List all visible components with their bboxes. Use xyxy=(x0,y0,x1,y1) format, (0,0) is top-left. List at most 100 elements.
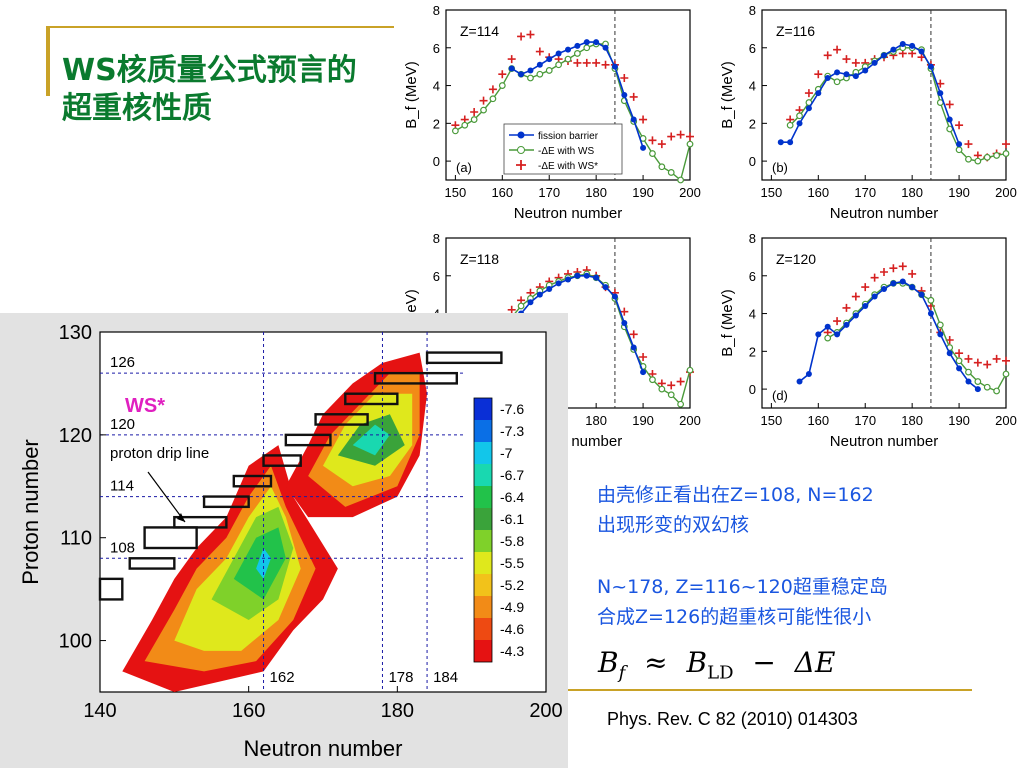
ws-star-point xyxy=(629,92,638,101)
fission-point xyxy=(927,310,934,317)
ws-point xyxy=(677,400,685,408)
x-tick-label: 180 xyxy=(585,413,607,428)
y-tick-label: 6 xyxy=(433,41,440,56)
fission-point xyxy=(518,71,525,78)
magic-z-label: 126 xyxy=(110,354,135,371)
fission-point xyxy=(536,291,543,298)
colorbar-segment xyxy=(474,552,492,574)
ws-star-point xyxy=(601,60,610,69)
ws-point xyxy=(993,152,1001,159)
colorbar-label: -5.2 xyxy=(500,577,524,593)
ws-star-point xyxy=(804,89,813,98)
drip-line-box xyxy=(314,413,369,426)
fission-point xyxy=(796,378,803,385)
ws-star-point xyxy=(908,269,917,278)
ws-point xyxy=(658,163,666,171)
fission-point xyxy=(881,286,887,292)
ws-point xyxy=(993,387,1001,395)
fission-point xyxy=(787,139,794,146)
x-tick-label: 140 xyxy=(83,700,116,722)
fission-point xyxy=(899,41,906,47)
ws-point xyxy=(1002,370,1010,378)
colorbar-label: -4.9 xyxy=(500,599,524,615)
x-tick-label: 160 xyxy=(491,185,513,200)
x-tick-label: 200 xyxy=(995,413,1017,428)
formula-lhs-sub: f xyxy=(618,662,626,684)
x-tick-label: 180 xyxy=(901,185,923,200)
fission-point xyxy=(881,52,887,59)
fission-point xyxy=(927,63,934,70)
ws-star-point xyxy=(945,100,954,109)
ws-star-point xyxy=(955,349,964,358)
citation-text: Phys. Rev. C 82 (2010) 014303 xyxy=(607,709,858,729)
legend-marker xyxy=(517,131,525,139)
ws-point xyxy=(965,368,972,376)
ws-star-point xyxy=(686,132,694,141)
y-tick-label: 6 xyxy=(749,269,756,284)
fission-point xyxy=(574,42,581,49)
colorbar-label: -4.3 xyxy=(500,643,524,659)
title-underline xyxy=(46,26,394,28)
annotation-arrowhead xyxy=(177,513,185,522)
barrier-panel-4: 150 160 170 180 190 200 0 2 4 6 8 Neutron number B_f… xyxy=(719,231,1017,450)
y-axis-label: B_f (MeV) xyxy=(719,289,736,357)
formula-minus: − xyxy=(752,646,776,679)
colorbar-label: -7.3 xyxy=(500,423,524,439)
fission-point xyxy=(843,71,850,78)
magic-z-label: 120 xyxy=(110,416,135,433)
ws-star-point xyxy=(964,140,973,149)
x-tick-label: 180 xyxy=(381,700,414,722)
barrier-formula: Bf ≈ BLD − ΔE xyxy=(598,646,835,684)
formula-rhs: B xyxy=(686,646,708,679)
legend-entry: -ΔE with WS xyxy=(538,146,594,157)
colorbar-segment xyxy=(474,508,492,530)
y-axis-label: Proton number xyxy=(18,439,43,585)
fission-point xyxy=(852,312,859,319)
x-tick-label: 200 xyxy=(529,700,562,722)
y-tick-label: 0 xyxy=(749,154,756,169)
x-axis-label: Neutron number xyxy=(514,205,622,222)
drip-line-box xyxy=(128,557,176,570)
ws-point xyxy=(470,116,478,123)
x-tick-label: 190 xyxy=(632,413,654,428)
fission-point xyxy=(805,105,812,112)
ws-point xyxy=(946,125,954,133)
drip-line-annotation: proton drip line xyxy=(110,445,209,462)
fission-point xyxy=(796,120,803,127)
ws-point xyxy=(536,70,544,78)
colorbar-segment xyxy=(474,464,492,486)
ws-star-point xyxy=(676,377,685,386)
colorbar-label: -6.4 xyxy=(500,489,524,505)
colorbar-segment xyxy=(474,398,492,420)
drip-line-box xyxy=(373,371,458,385)
fission-point xyxy=(937,331,944,338)
drip-line-box xyxy=(98,577,124,601)
ws-star-point xyxy=(983,360,992,369)
y-tick-label: 120 xyxy=(59,425,92,447)
fission-point xyxy=(565,276,571,283)
fission-point xyxy=(909,284,916,291)
colorbar-label: -6.7 xyxy=(500,467,524,483)
colorbar-segment xyxy=(474,420,492,442)
note-magic-nucleus: 由壳修正看出在Z=108, N=162 出现形变的双幻核 xyxy=(597,480,1007,540)
ws-star-point xyxy=(814,70,823,79)
ws-star-point xyxy=(592,58,601,67)
formula-lhs: B xyxy=(598,646,619,679)
y-tick-label: 4 xyxy=(749,307,756,322)
fission-point xyxy=(890,46,897,53)
fission-point xyxy=(583,39,590,46)
ws-star-point xyxy=(582,58,591,67)
ws-star-point xyxy=(880,268,888,276)
fission-point xyxy=(621,320,628,326)
y-tick-label: 4 xyxy=(749,79,756,94)
note-line-1: 由壳修正看出在Z=108, N=162 xyxy=(597,484,874,506)
x-tick-label: 190 xyxy=(948,413,970,428)
note-line-2: 出现形变的双幻核 xyxy=(597,514,750,536)
ws-point xyxy=(583,44,591,52)
ws-star-point xyxy=(507,55,516,64)
ws-point xyxy=(955,357,963,365)
ws-point xyxy=(974,157,982,165)
formula-approx: ≈ xyxy=(644,646,668,679)
y-tick-label: 130 xyxy=(59,322,92,344)
panel-z-label: Z=116 xyxy=(776,23,815,39)
